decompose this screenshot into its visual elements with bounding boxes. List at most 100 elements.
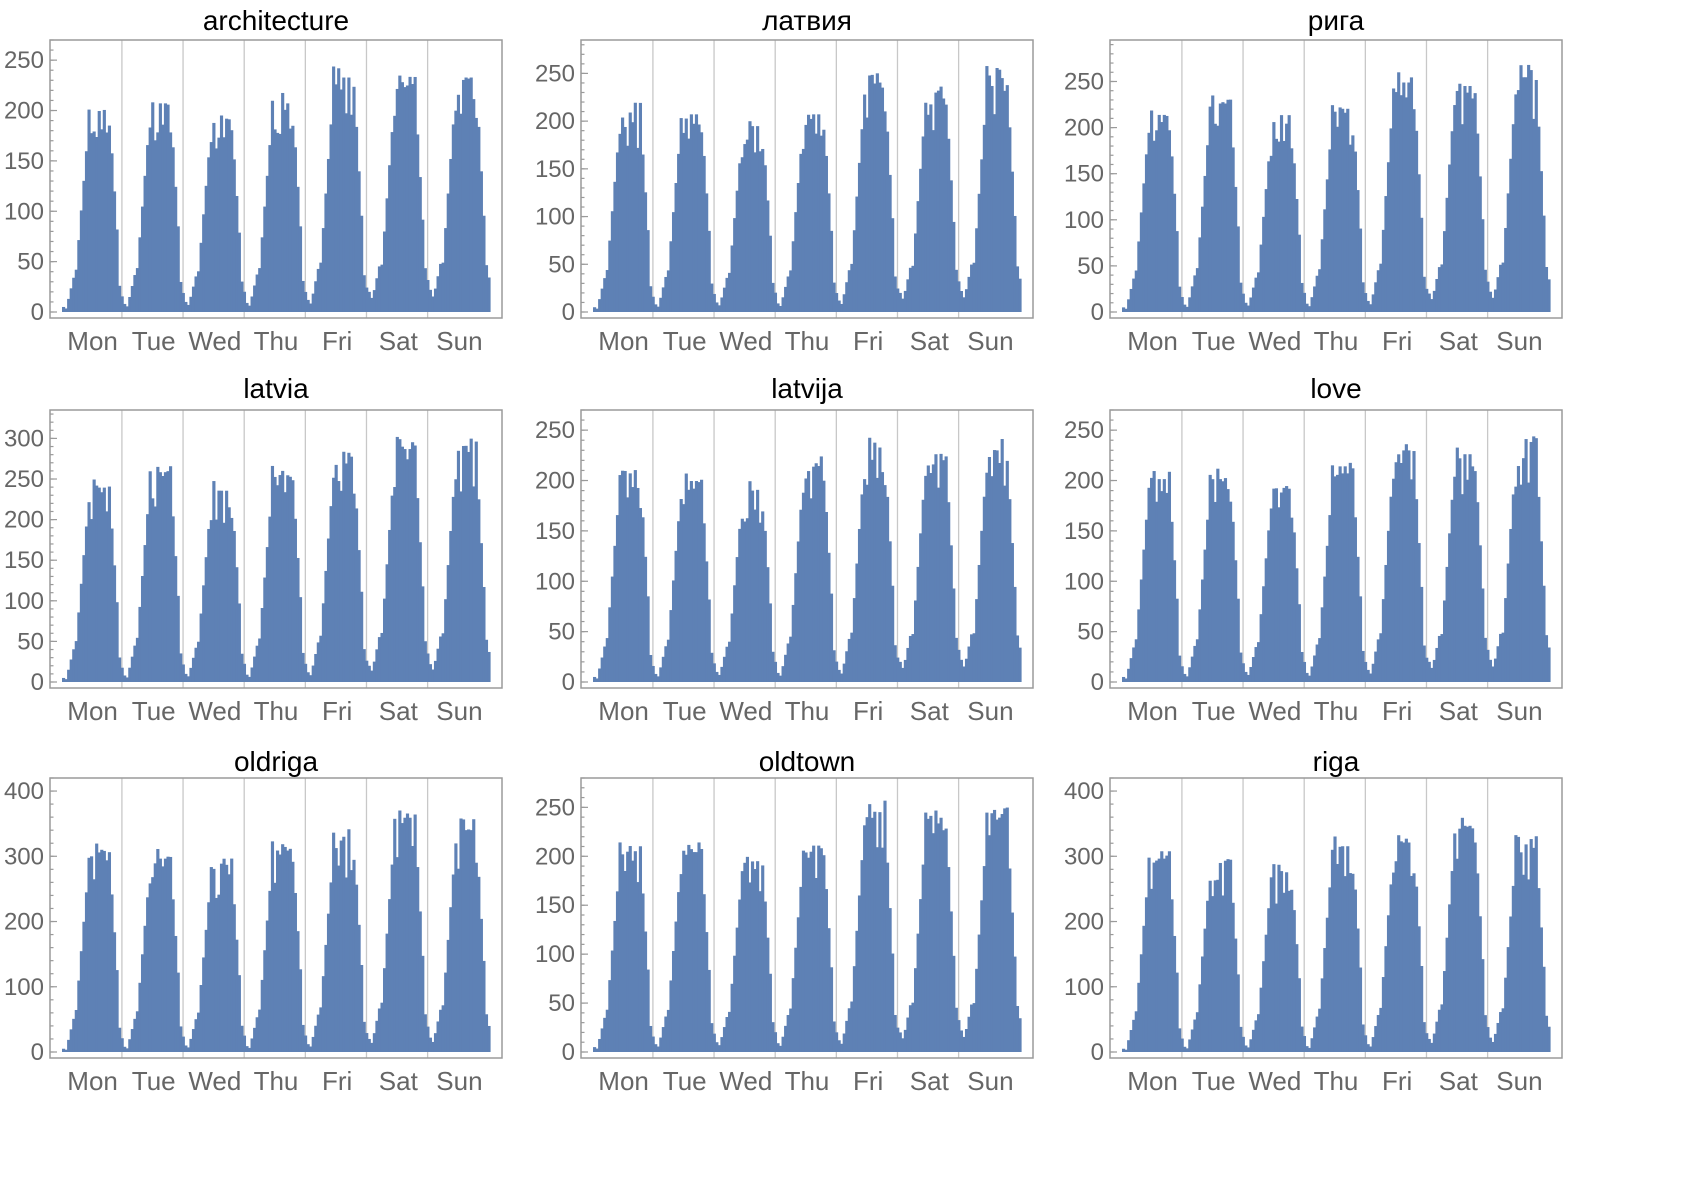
histogram-bar	[1341, 846, 1345, 1052]
x-tick-label-sat: Sat	[379, 1066, 419, 1096]
histogram-bar	[916, 201, 920, 312]
histogram-bar	[1310, 297, 1314, 312]
histogram-bar	[998, 817, 1002, 1052]
histogram-bar	[398, 439, 402, 682]
y-tick-label: 50	[548, 990, 575, 1017]
histogram-bar	[263, 577, 267, 682]
histogram-bar	[151, 877, 155, 1052]
histogram-bar	[120, 296, 124, 312]
histogram-bar	[1386, 530, 1391, 682]
histogram-bar	[362, 275, 366, 312]
histogram-bar	[967, 646, 971, 682]
histogram-bar	[1165, 115, 1169, 312]
histogram-bar	[123, 303, 127, 312]
histogram-bar	[253, 285, 257, 312]
histogram-bar	[1150, 477, 1154, 682]
histogram-bar	[467, 829, 471, 1052]
histogram-bar	[1160, 491, 1164, 682]
histogram-bar	[477, 499, 481, 682]
histogram-bar	[339, 840, 343, 1052]
histogram-bar	[1435, 278, 1439, 312]
histogram-bar	[807, 114, 811, 312]
histogram-bar	[1468, 454, 1472, 682]
histogram-bar	[748, 882, 752, 1052]
x-tick-label-thu: Thu	[254, 1066, 299, 1096]
histogram-bar	[1226, 859, 1230, 1052]
histogram-bar	[1239, 652, 1243, 682]
histogram-bar	[446, 565, 450, 682]
histogram-bar	[293, 518, 297, 682]
histogram-bar	[654, 673, 658, 682]
histogram-bar	[232, 904, 236, 1052]
y-tick-label: 100	[4, 974, 44, 1001]
histogram-bar	[618, 475, 622, 682]
histogram-bar	[316, 642, 320, 682]
histogram-bar	[408, 76, 412, 313]
histogram-bar	[1504, 227, 1508, 312]
histogram-bar	[794, 573, 798, 682]
histogram-bar	[903, 290, 907, 312]
histogram-bar	[1244, 1045, 1248, 1052]
histogram-bar	[761, 865, 765, 1052]
histogram-bar	[207, 528, 211, 682]
histogram-bar	[1450, 131, 1454, 312]
histogram-bar	[380, 264, 384, 312]
histogram-bar	[105, 511, 109, 682]
histogram-bar	[896, 1027, 900, 1052]
histogram-bar	[1458, 83, 1462, 312]
histogram-bar	[852, 230, 857, 312]
histogram-bar	[631, 487, 635, 682]
histogram-bar	[161, 475, 165, 682]
histogram-bar	[1211, 896, 1215, 1052]
histogram-bar	[600, 1028, 604, 1052]
histogram-bar	[1516, 466, 1521, 682]
histogram-bar	[1264, 934, 1268, 1052]
histogram-bar	[337, 481, 341, 682]
histogram-bar	[598, 299, 602, 312]
histogram-bar	[1440, 634, 1444, 682]
y-tick-label: 50	[17, 249, 44, 276]
histogram-bar	[947, 867, 951, 1052]
histogram-bar	[626, 851, 630, 1052]
histogram-bar	[484, 639, 489, 682]
histogram-bar	[684, 473, 688, 682]
histogram-bar	[1203, 175, 1207, 312]
histogram-bar	[296, 931, 300, 1052]
histogram-bar	[258, 268, 262, 312]
histogram-bar	[636, 487, 640, 682]
histogram-bar	[370, 670, 374, 682]
histogram-bar	[222, 137, 226, 312]
histogram-bar	[908, 267, 913, 312]
histogram-bar	[847, 638, 851, 682]
histogram-bar	[293, 147, 297, 312]
histogram-bar	[957, 1020, 961, 1052]
histogram-bar	[459, 491, 463, 682]
histogram-bar	[860, 494, 864, 682]
histogram-bar	[1389, 884, 1393, 1052]
histogram-bar	[659, 297, 663, 312]
histogram-bar	[1251, 287, 1256, 312]
plot-frame	[1109, 409, 1563, 689]
x-tick-label-wed: Wed	[719, 696, 772, 726]
histogram-bar	[875, 73, 879, 312]
histogram-bar	[242, 1035, 247, 1052]
histogram-bar	[643, 931, 648, 1052]
histogram-bar	[593, 676, 597, 682]
histogram-bar	[148, 471, 152, 682]
histogram-bar	[242, 663, 247, 682]
histogram-bar	[84, 892, 89, 1052]
histogram-bar	[456, 94, 461, 312]
y-tick-label: 200	[535, 108, 575, 135]
histogram-bar	[1476, 873, 1480, 1052]
histogram-bar	[296, 186, 300, 312]
histogram-bar	[717, 674, 721, 682]
histogram-bar	[1200, 956, 1205, 1052]
histogram-bar	[102, 109, 106, 312]
histogram-bar	[163, 472, 168, 682]
x-tick-label-sat: Sat	[379, 326, 419, 356]
histogram-bar	[283, 846, 287, 1052]
histogram-bar	[911, 265, 915, 312]
histogram-bar	[1292, 532, 1296, 682]
histogram-bar	[189, 296, 193, 312]
